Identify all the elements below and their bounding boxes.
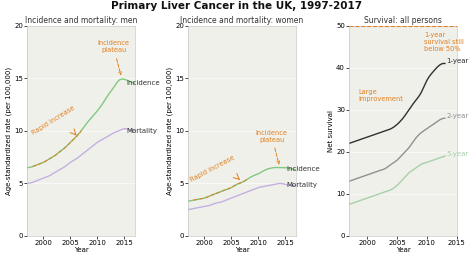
Title: Incidence and mortality: women: Incidence and mortality: women xyxy=(181,16,304,25)
Text: 5-year: 5-year xyxy=(446,151,468,157)
X-axis label: Year: Year xyxy=(74,247,89,254)
Title: Survival: all persons: Survival: all persons xyxy=(364,16,442,25)
Title: Incidence and mortality: men: Incidence and mortality: men xyxy=(25,16,137,25)
Text: Large
improvement: Large improvement xyxy=(358,89,403,102)
Text: Incidence: Incidence xyxy=(126,81,160,87)
Text: 1-year
survival still
below 50%: 1-year survival still below 50% xyxy=(424,32,464,52)
Text: Incidence
plateau: Incidence plateau xyxy=(256,130,288,164)
Text: 2-year: 2-year xyxy=(446,113,468,119)
X-axis label: Year: Year xyxy=(235,247,249,254)
Text: Rapid increase: Rapid increase xyxy=(189,155,236,183)
Text: Incidence: Incidence xyxy=(287,166,320,172)
Y-axis label: Net survival: Net survival xyxy=(328,110,334,152)
Text: Primary Liver Cancer in the UK, 1997-2017: Primary Liver Cancer in the UK, 1997-201… xyxy=(111,1,363,11)
Text: 1-year: 1-year xyxy=(446,59,468,64)
X-axis label: Year: Year xyxy=(396,247,410,254)
Text: Rapid increase: Rapid increase xyxy=(31,105,76,136)
Text: Incidence
plateau: Incidence plateau xyxy=(98,40,129,75)
Text: Mortality: Mortality xyxy=(287,182,318,189)
Y-axis label: Age-standardized rate (per 100,000): Age-standardized rate (per 100,000) xyxy=(6,67,12,195)
Y-axis label: Age-standardized rate (per 100,000): Age-standardized rate (per 100,000) xyxy=(166,67,173,195)
Text: Mortality: Mortality xyxy=(126,128,157,134)
